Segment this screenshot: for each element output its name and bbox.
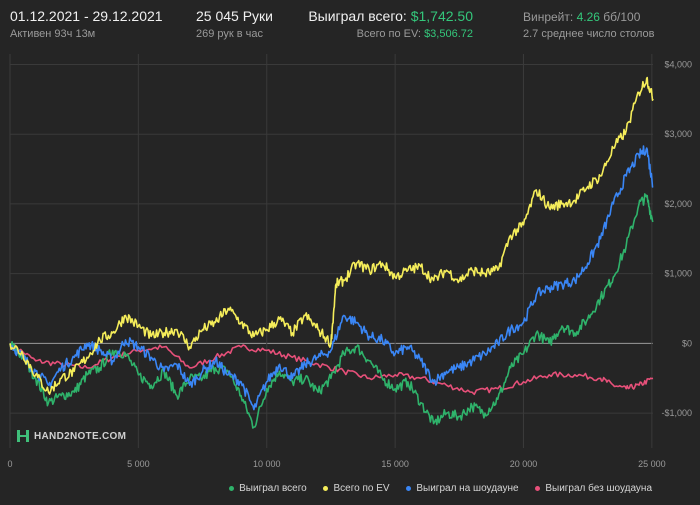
y-tick-label: $4,000 xyxy=(664,59,692,69)
header-winnings-block: Выиграл всего: $1,742.50 Всего по EV: $3… xyxy=(300,8,473,40)
y-tick-label: $2,000 xyxy=(664,199,692,209)
x-tick-label: 10 000 xyxy=(253,459,281,469)
legend-label-1: Всего по EV xyxy=(333,483,390,494)
legend-item-2[interactable]: Выиграл на шоудауне xyxy=(406,483,519,494)
series-line-3 xyxy=(9,343,654,396)
legend-dot-0 xyxy=(229,486,235,491)
header-winrate-block: Винрейт: 4.26 бб/100 2.7 среднее число с… xyxy=(523,8,655,40)
winrate-label: Винрейт: xyxy=(523,10,574,24)
x-tick-label: 5 000 xyxy=(127,459,150,469)
ev-value: $3,506.72 xyxy=(424,28,473,40)
legend-item-3[interactable]: Выиграл без шоудауна xyxy=(535,483,652,494)
x-tick-label: 25 000 xyxy=(638,459,666,469)
series-line-1 xyxy=(9,76,654,395)
hands-per-hour: 269 рук в час xyxy=(196,28,264,40)
period-range: 01.12.2021 - 29.12.2021 xyxy=(10,8,163,24)
legend-label-3: Выиграл без шоудауна xyxy=(545,483,652,494)
y-tick-label: $0 xyxy=(682,338,692,348)
winrate-unit: бб/100 xyxy=(603,10,641,24)
legend-item-1[interactable]: Всего по EV xyxy=(323,483,390,494)
legend-dot-1 xyxy=(323,486,329,491)
hand2note-logo-icon xyxy=(17,430,29,442)
x-tick-label: 0 xyxy=(7,459,12,469)
legend-label-0: Выиграл всего xyxy=(239,483,307,494)
y-tick-label: $1,000 xyxy=(664,269,692,279)
avg-tables: 2.7 среднее число столов xyxy=(523,28,655,40)
legend-dot-2 xyxy=(406,486,412,491)
hands-count: 25 045 Руки xyxy=(196,8,273,24)
header-hands-block: 25 045 Руки 269 рук в час xyxy=(196,8,273,40)
y-tick-label: $3,000 xyxy=(664,129,692,139)
hand2note-logo: HAND2NOTE.COM xyxy=(17,430,126,442)
header-period-block: 01.12.2021 - 29.12.2021 Активен 93ч 13м xyxy=(10,8,163,40)
legend-item-0[interactable]: Выиграл всего xyxy=(229,483,307,494)
won-value: $1,742.50 xyxy=(410,8,473,24)
chart-legend: Выиграл всего Всего по EV Выиграл на шоу… xyxy=(215,483,652,494)
x-tick-label: 20 000 xyxy=(510,459,538,469)
legend-label-2: Выиграл на шоудауне xyxy=(416,483,519,494)
series-line-0 xyxy=(9,193,654,429)
ev-label: Всего по EV: xyxy=(356,28,421,40)
x-tick-label: 15 000 xyxy=(381,459,409,469)
won-label: Выиграл всего: xyxy=(308,8,407,24)
active-time: Активен 93ч 13м xyxy=(10,28,96,40)
y-tick-label: -$1,000 xyxy=(661,408,692,418)
legend-dot-3 xyxy=(535,486,541,491)
winrate-value: 4.26 xyxy=(576,10,600,24)
series-line-2 xyxy=(9,145,654,411)
logo-text: HAND2NOTE.COM xyxy=(34,430,127,442)
